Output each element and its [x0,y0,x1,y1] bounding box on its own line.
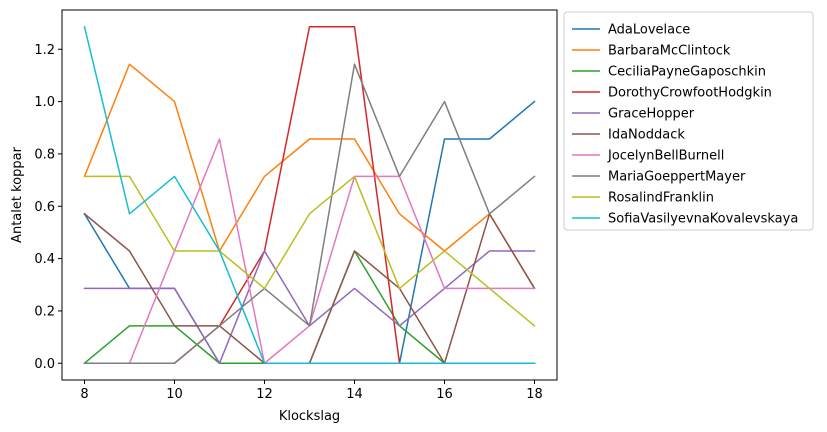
plot-lines [83,25,536,365]
x-tick-label: 12 [256,387,273,402]
x-axis-ticks: 8 10 12 14 16 18 [80,380,543,402]
legend-label-CeciliaPayneGaposchkin: CeciliaPayneGaposchkin [608,65,766,80]
y-tick-label: 0.2 [34,304,55,319]
legend-label-AdaLovelace: AdaLovelace [608,23,690,38]
x-tick-label: 8 [80,387,88,402]
y-tick-label: 0.8 [34,147,55,162]
x-tick-label: 16 [436,387,453,402]
x-tick-label: 18 [526,387,543,402]
plot-frame [61,9,558,381]
series-line-SofiaVasilyevnaKovalevskaya [83,25,536,364]
y-axis-ticks: 0.0 0.2 0.4 0.6 0.8 1.0 1.2 [34,43,62,372]
x-axis-label: Klockslag [279,409,340,424]
y-tick-label: 1.0 [34,95,55,110]
y-tick-label: 0.4 [34,252,55,267]
legend-label-DorothyCrowfootHodgkin: DorothyCrowfootHodgkin [608,86,772,101]
legend-label-GraceHopper: GraceHopper [608,107,695,122]
y-tick-label: 0.6 [34,200,55,215]
x-tick-label: 14 [346,387,363,402]
legend-label-BarbaraMcClintock: BarbaraMcClintock [608,44,731,59]
series-line-BarbaraMcClintock [83,63,536,290]
legend-box [563,11,814,231]
y-tick-label: 1.2 [34,43,55,58]
series-line-RosalindFranklin [83,175,536,327]
y-axis-label: Antalet koppar [10,146,25,243]
y-tick-label: 0.0 [34,357,55,372]
legend-label-MariaGoeppertMayer: MariaGoeppertMayer [608,170,746,185]
legend-label-SofiaVasilyevnaKovalevskaya: SofiaVasilyevnaKovalevskaya [608,212,798,227]
legend-label-IdaNoddack: IdaNoddack [608,128,685,143]
series-line-MariaGoeppertMayer [83,63,536,364]
series-line-JocelynBellBurnell [83,138,536,364]
legend-label-RosalindFranklin: RosalindFranklin [608,191,714,206]
legend: AdaLovelace BarbaraMcClintock CeciliaPayne… [563,11,814,231]
x-tick-label: 10 [166,387,183,402]
legend-label-JocelynBellBurnell: JocelynBellBurnell [607,149,724,164]
